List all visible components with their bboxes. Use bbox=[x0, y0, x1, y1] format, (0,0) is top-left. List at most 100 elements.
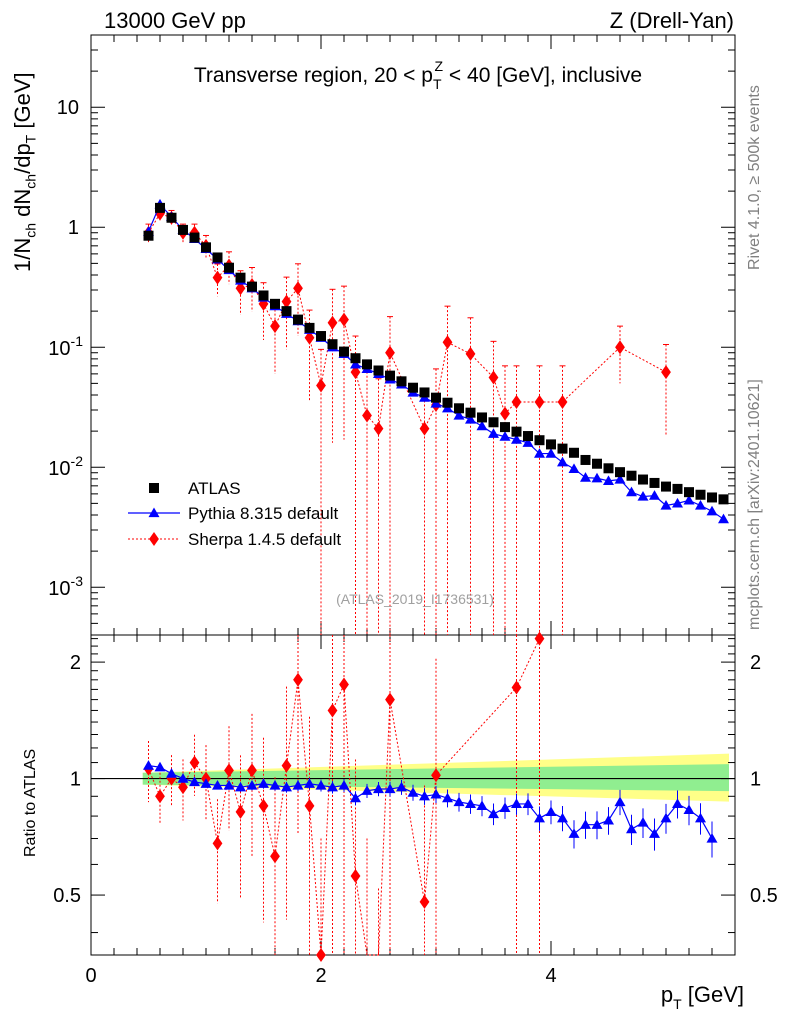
pythia-ratio-point bbox=[419, 790, 430, 801]
pythia-point bbox=[672, 497, 683, 508]
sherpa-ratio-point bbox=[270, 849, 280, 864]
pythia-ratio-point bbox=[442, 792, 453, 803]
atlas-point bbox=[477, 412, 487, 423]
sherpa-ratio-point bbox=[385, 692, 395, 707]
pythia-ratio-point bbox=[223, 779, 235, 790]
pythia-ratio-point bbox=[499, 802, 511, 813]
pythia-point bbox=[614, 474, 626, 484]
y-tick-label: 10-2 bbox=[48, 453, 83, 480]
atlas-point bbox=[327, 339, 338, 350]
pythia-ratio-point bbox=[166, 768, 177, 778]
atlas-point bbox=[672, 483, 683, 494]
atlas-point bbox=[603, 463, 614, 474]
sherpa-ratio-point bbox=[304, 798, 315, 813]
pythia-point bbox=[350, 358, 361, 369]
pythia-ratio-point bbox=[384, 783, 396, 794]
legend-marker-atlas bbox=[149, 483, 159, 493]
legend-marker-pythia bbox=[148, 507, 160, 518]
x-label-subscript: T bbox=[673, 996, 682, 1012]
pythia-ratio-point bbox=[350, 792, 361, 803]
sherpa-ratio-point bbox=[511, 680, 522, 695]
y-axis-label: 1/Nch dNch/dpT [GeV] bbox=[10, 72, 39, 272]
atlas-point bbox=[373, 365, 384, 376]
atlas-point bbox=[442, 397, 453, 408]
atlas-point bbox=[580, 454, 591, 465]
sherpa-ratio-point bbox=[235, 804, 246, 819]
sherpa-point bbox=[258, 296, 269, 311]
atlas-point bbox=[500, 422, 510, 433]
pythia-ratio-point bbox=[407, 787, 419, 797]
pythia-point bbox=[683, 494, 695, 505]
title-superscript: Z bbox=[435, 58, 444, 74]
legend-label: Pythia 8.315 default bbox=[188, 504, 339, 523]
atlas-point bbox=[350, 353, 361, 364]
pythia-point bbox=[580, 472, 591, 482]
pythia-point bbox=[534, 448, 545, 458]
y-tick-label: 10-3 bbox=[48, 573, 83, 600]
sherpa-point bbox=[500, 406, 510, 421]
pythia-point bbox=[718, 513, 729, 524]
pythia-point bbox=[499, 431, 511, 441]
pythia-ratio-point bbox=[568, 828, 580, 838]
pythia-point bbox=[557, 456, 568, 467]
atlas-point bbox=[293, 314, 303, 325]
ratio-tick-label-left: 1 bbox=[70, 769, 81, 791]
pythia-ratio-point bbox=[683, 804, 695, 815]
atlas-point bbox=[408, 382, 418, 393]
atlas-point bbox=[592, 458, 602, 469]
atlas-point bbox=[638, 474, 648, 485]
pythia-point bbox=[591, 472, 603, 483]
sherpa-ratio-point bbox=[155, 789, 165, 804]
atlas-point bbox=[362, 359, 372, 370]
sherpa-ratio-point bbox=[419, 894, 430, 909]
atlas-point bbox=[534, 435, 545, 446]
atlas-point bbox=[661, 481, 671, 492]
title-subscript: T bbox=[433, 76, 442, 92]
pythia-ratio-point bbox=[281, 781, 292, 792]
sherpa-point bbox=[385, 345, 395, 360]
pythia-ratio-point bbox=[545, 806, 557, 817]
pythia-point bbox=[568, 463, 580, 473]
sherpa-point bbox=[304, 330, 315, 345]
pythia-point bbox=[695, 499, 706, 510]
sherpa-point bbox=[373, 421, 384, 436]
sherpa-point bbox=[557, 394, 568, 409]
pythia-ratio-point bbox=[154, 761, 166, 772]
pythia-point bbox=[522, 437, 534, 447]
sherpa-point bbox=[281, 294, 292, 309]
sherpa-point bbox=[316, 378, 326, 393]
pythia-point bbox=[649, 490, 660, 500]
pythia-ratio-point bbox=[706, 833, 718, 843]
sherpa-ratio-point bbox=[212, 836, 223, 851]
ratio-tick-label-left: 2 bbox=[70, 652, 81, 674]
sherpa-point bbox=[293, 281, 303, 296]
sherpa-point bbox=[442, 335, 453, 350]
pythia-ratio-point bbox=[361, 785, 373, 795]
sherpa-ratio-point bbox=[534, 631, 545, 646]
pythia-ratio-point bbox=[695, 812, 706, 823]
header-left: 13000 GeV pp bbox=[104, 8, 246, 33]
x-axis-label: pT [GeV] bbox=[661, 982, 744, 1012]
pythia-ratio-point bbox=[235, 781, 246, 792]
pythia-ratio-point bbox=[488, 808, 499, 819]
atlas-point bbox=[546, 439, 556, 450]
pythia-ratio-point bbox=[626, 823, 637, 834]
y-tick-label: 10 bbox=[57, 97, 79, 119]
legend-label: ATLAS bbox=[188, 479, 241, 498]
pythia-point bbox=[488, 428, 499, 438]
pythia-ratio-point bbox=[200, 778, 212, 788]
ratio-tick-label-right: 1 bbox=[750, 769, 761, 791]
sherpa-point bbox=[350, 365, 361, 380]
pythia-point bbox=[545, 448, 557, 458]
axis-ticks bbox=[90, 34, 736, 955]
atlas-point bbox=[695, 489, 706, 500]
pythia-ratio-point bbox=[338, 779, 350, 790]
atlas-point bbox=[212, 252, 223, 263]
pythia-point bbox=[453, 409, 465, 420]
pythia-ratio-point bbox=[396, 781, 407, 792]
atlas-point bbox=[155, 202, 165, 213]
pythia-ratio-point bbox=[476, 800, 488, 811]
pythia-ratio-point bbox=[649, 828, 660, 838]
sherpa-ratio-point bbox=[258, 798, 269, 813]
